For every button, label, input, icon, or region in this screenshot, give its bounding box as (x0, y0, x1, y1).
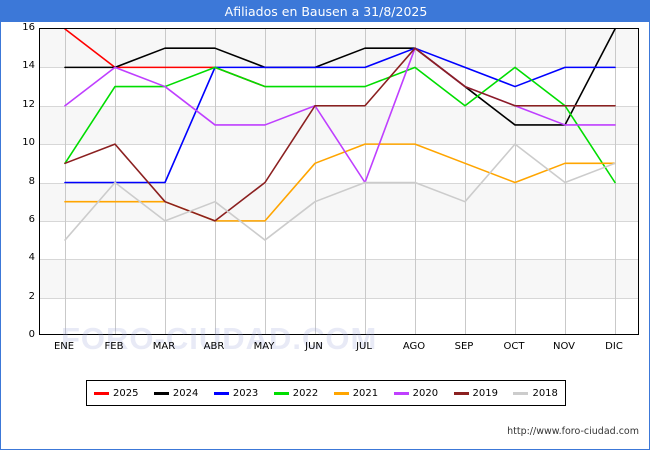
series-line-2020 (64, 47, 616, 184)
y-axis-tick-label: 14 (22, 60, 35, 72)
legend-item-2022[interactable]: 2022 (273, 387, 319, 399)
y-axis-tick-label: 8 (28, 175, 35, 187)
y-axis-tick-labels: 0 2 4 6 8 10 12 14 16 (1, 23, 35, 340)
legend-item-2018[interactable]: 2018 (513, 387, 558, 399)
legend-item-2024[interactable]: 2024 (153, 387, 199, 399)
x-axis-tick-label: AGO (402, 341, 426, 352)
series-line-2025 (64, 29, 266, 88)
x-axis-tick-label: ENE (53, 341, 75, 352)
vertical-gridline (215, 29, 216, 334)
horizontal-gridline (40, 220, 638, 222)
legend-swatch-icon (273, 391, 289, 395)
y-axis-tick-label: 2 (28, 290, 35, 302)
x-axis-tick-label: MAR (152, 341, 176, 352)
vertical-gridline (115, 29, 116, 334)
vertical-gridline (465, 29, 466, 334)
source-url: http://www.foro-ciudad.com (507, 426, 639, 437)
horizontal-gridline (40, 297, 638, 299)
y-axis-tick-label: 6 (28, 213, 35, 225)
legend-item-2021[interactable]: 2021 (333, 387, 379, 399)
y-axis-tick-label: 4 (28, 252, 35, 264)
horizontal-gridline (40, 144, 638, 146)
series-line-2021 (64, 143, 616, 222)
series-line-2023 (64, 47, 616, 184)
series-line-2018 (64, 143, 616, 241)
legend-item-2019[interactable]: 2019 (453, 387, 498, 399)
series-layer (64, 29, 616, 241)
legend-label: 2020 (412, 387, 439, 399)
vertical-gridline (615, 29, 616, 334)
y-axis-tick-label: 16 (22, 22, 35, 33)
legend-item-2023[interactable]: 2023 (213, 387, 259, 399)
legend-swatch-icon (513, 391, 529, 395)
series-line-2024 (64, 29, 616, 126)
x-axis-tick-label: SEP (454, 341, 474, 352)
x-axis-tick-label: ABR (203, 341, 225, 352)
legend-swatch-icon (393, 391, 409, 395)
x-axis-tick-label: DIC (605, 341, 623, 352)
legend-swatch-icon (453, 391, 469, 395)
legend-label: 2019 (472, 387, 498, 399)
series-line-2022 (64, 66, 616, 184)
vertical-gridline (415, 29, 416, 334)
vertical-gridline (315, 29, 316, 334)
x-axis-tick-label: FEB (104, 341, 124, 352)
window-title: Afiliados en Bausen a 31/8/2025 (1, 1, 650, 22)
legend-label: 2025 (113, 387, 139, 399)
legend-label: 2022 (292, 387, 319, 399)
legend-label: 2021 (352, 387, 379, 399)
horizontal-gridline (40, 259, 638, 261)
y-axis-tick-label: 10 (22, 137, 35, 149)
x-axis-tick-label: JUL (356, 341, 372, 352)
legend-swatch-icon (94, 391, 109, 395)
series-line-2019 (64, 47, 616, 222)
legend-item-2020[interactable]: 2020 (393, 387, 439, 399)
legend-label: 2023 (232, 387, 259, 399)
legend-item-2025[interactable]: 2025 (94, 388, 138, 399)
x-axis-tick-label: MAY (253, 341, 275, 352)
plot-area (39, 28, 639, 335)
legend-swatch-icon (153, 391, 169, 395)
vertical-gridline (65, 29, 66, 334)
x-axis-tick-label: JUN (305, 341, 323, 352)
horizontal-gridline (40, 182, 638, 184)
legend-label: 2024 (172, 387, 199, 399)
y-axis-tick-label: 12 (22, 98, 35, 110)
legend-swatch-icon (213, 391, 229, 395)
legend: 2025 2024 2023 2022 2021 2020 2019 2018 (86, 380, 566, 406)
y-axis-tick-label: 0 (28, 329, 35, 340)
x-axis-tick-label: OCT (503, 341, 525, 352)
legend-swatch-icon (333, 391, 349, 395)
legend-label: 2018 (532, 387, 558, 399)
x-axis-tick-label: NOV (552, 341, 576, 352)
